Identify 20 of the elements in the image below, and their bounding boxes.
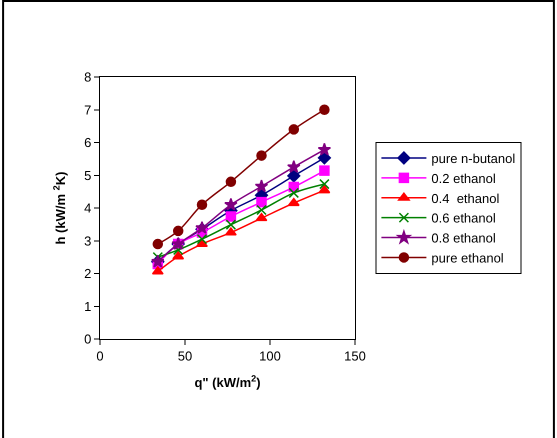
y-tick-label: 3	[84, 233, 92, 248]
y-tick-label: 6	[84, 135, 92, 150]
x-tick-label: 100	[259, 348, 281, 364]
y-tick-label: 8	[84, 70, 92, 85]
legend-label: 0.4 ethanol	[431, 190, 500, 206]
y-tick-label: 2	[84, 266, 92, 282]
y-tick-label: 5	[84, 168, 92, 183]
x-axis-title: q" (kW/m$^{2}$)	[194, 374, 261, 390]
x-tick-label: 0	[96, 348, 104, 364]
x-tick-label: 50	[178, 348, 192, 364]
legend-label: pure n-butanol	[431, 151, 516, 166]
legend-label: pure ethanol	[431, 250, 504, 266]
y-tick-label: 0	[84, 332, 92, 347]
x-tick-label: 150	[344, 348, 366, 364]
legend-label: 0.6 ethanol	[431, 210, 496, 226]
y-tick-label: 1	[84, 298, 92, 314]
y-tick-label: 7	[84, 102, 92, 118]
legend-label: 0.2 ethanol	[431, 170, 496, 186]
legend-label: 0.8 ethanol	[431, 230, 496, 246]
y-tick-label: 4	[84, 200, 92, 216]
